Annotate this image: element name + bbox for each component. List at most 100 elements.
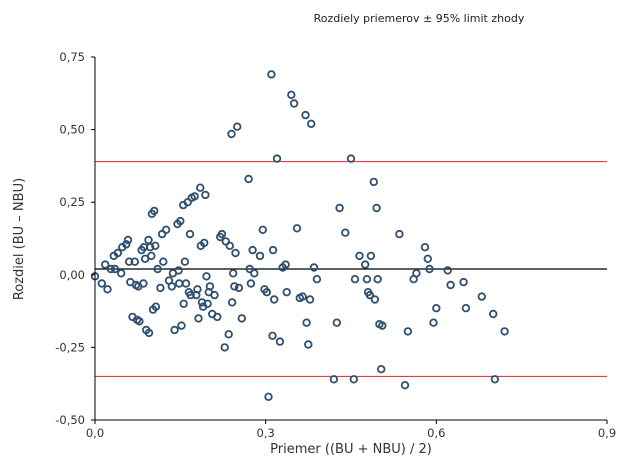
data-point	[193, 285, 202, 294]
data-point	[174, 279, 184, 288]
data-point	[103, 285, 112, 294]
data-point	[237, 314, 246, 323]
data-point	[170, 325, 179, 335]
data-point	[370, 295, 380, 304]
data-point	[369, 177, 378, 187]
data-point	[272, 154, 282, 163]
data-point	[139, 279, 148, 288]
data-point	[332, 318, 341, 327]
y-tick-label: 0,50	[59, 123, 85, 137]
data-point	[446, 280, 455, 290]
data-point	[217, 229, 227, 239]
data-point	[461, 304, 471, 313]
y-tick-label: 0,25	[59, 195, 85, 209]
x-tick-label: 0,0	[86, 426, 104, 440]
data-point	[270, 295, 279, 304]
data-point	[282, 288, 291, 297]
data-point	[362, 275, 372, 284]
data-point	[122, 240, 131, 249]
data-point	[443, 266, 452, 275]
data-point	[227, 129, 236, 139]
data-point	[245, 264, 254, 274]
tick-labels: 0,0 0,3 0,6 0,9 0,75 0,50 0,25 0,00 -0,25 -0,50	[55, 50, 616, 440]
data-point	[151, 241, 160, 250]
data-points	[90, 70, 509, 401]
data-point	[372, 203, 381, 213]
data-point	[400, 381, 410, 390]
data-point	[258, 225, 267, 234]
data-point	[366, 251, 376, 261]
y-tick-label: 0,75	[59, 50, 85, 64]
data-point	[145, 242, 155, 252]
chart-title: Rozdiely priemerov ± 95% limit zhody	[314, 12, 525, 25]
data-point	[349, 375, 358, 384]
data-point	[423, 254, 432, 263]
data-point	[167, 282, 176, 291]
data-point	[298, 292, 307, 301]
data-point	[335, 203, 344, 213]
data-point	[309, 263, 319, 272]
data-point	[377, 365, 386, 374]
data-point	[210, 290, 219, 300]
data-point	[124, 257, 134, 266]
data-point	[144, 328, 154, 338]
data-point	[153, 264, 162, 274]
data-point	[231, 248, 240, 258]
data-point	[149, 206, 159, 216]
data-point	[262, 288, 271, 297]
data-point	[130, 257, 139, 266]
data-point	[395, 229, 404, 239]
data-point	[176, 216, 185, 226]
reference-lines	[95, 160, 607, 378]
data-point	[213, 312, 222, 322]
data-point	[225, 241, 234, 250]
data-point	[202, 272, 211, 281]
data-point	[97, 279, 106, 288]
data-point	[246, 279, 256, 288]
data-point	[116, 269, 126, 278]
data-point	[307, 119, 316, 128]
x-tick-label: 0,9	[598, 426, 616, 440]
axes	[94, 57, 607, 421]
data-point	[161, 225, 171, 234]
data-point	[156, 283, 165, 293]
data-point	[113, 248, 122, 258]
y-axis-label: Rozdiel (BU – NBU)	[12, 178, 27, 300]
data-point	[275, 337, 285, 346]
data-point	[255, 251, 265, 261]
data-point	[100, 260, 110, 269]
data-point	[181, 279, 191, 288]
y-tick-label: -0,50	[55, 413, 85, 427]
data-point	[292, 224, 302, 233]
data-point	[180, 257, 190, 266]
data-point	[287, 90, 296, 99]
data-point	[304, 340, 313, 349]
data-point	[185, 229, 195, 239]
data-point	[289, 99, 299, 108]
data-point	[232, 122, 242, 131]
data-point	[459, 277, 468, 287]
data-point	[227, 298, 237, 307]
data-point	[425, 264, 434, 274]
data-point	[305, 295, 315, 304]
data-point	[346, 154, 356, 163]
data-point	[301, 110, 310, 120]
data-point	[135, 317, 144, 326]
data-point	[234, 283, 244, 293]
data-point	[224, 330, 233, 339]
data-point	[361, 260, 370, 269]
data-point	[365, 290, 374, 300]
data-point	[420, 242, 430, 252]
data-point	[147, 251, 156, 261]
data-point	[412, 269, 421, 278]
data-point	[159, 257, 168, 266]
data-point	[179, 299, 188, 308]
data-point	[144, 235, 153, 245]
data-point	[500, 327, 509, 336]
data-point	[264, 392, 273, 401]
data-point	[190, 192, 199, 201]
data-point	[123, 235, 133, 245]
x-tick-label: 0,3	[257, 426, 275, 440]
data-point	[201, 190, 210, 200]
data-point	[110, 264, 120, 274]
